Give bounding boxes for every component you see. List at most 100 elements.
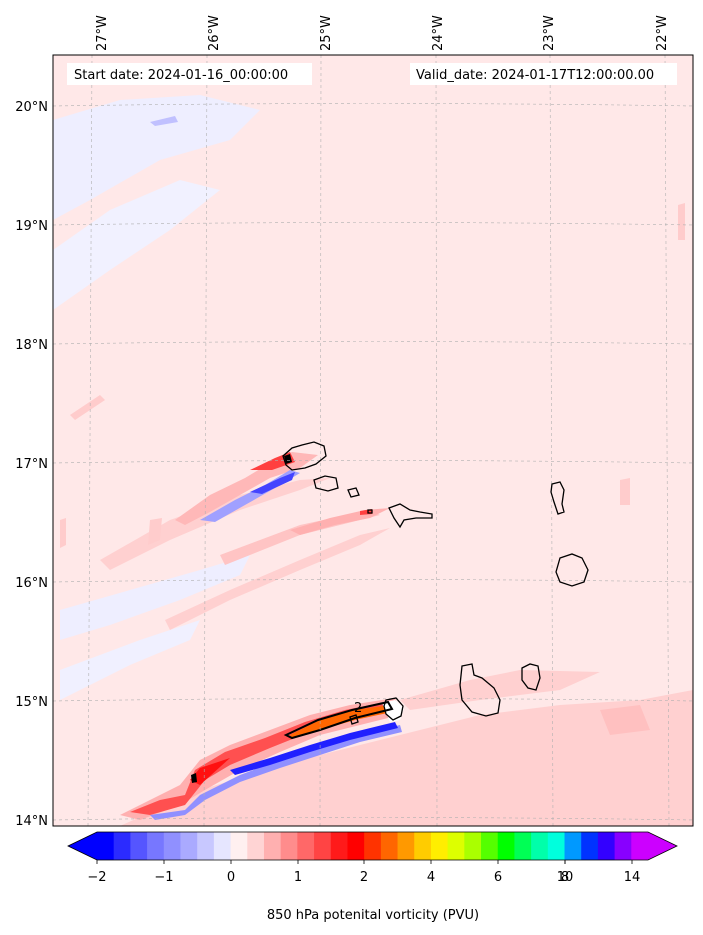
colorbar-swatch: [364, 832, 382, 860]
colorbar-tick-label: 10: [557, 870, 574, 885]
negative-pv-region: [53, 95, 260, 220]
colorbar-tick-label: 1: [294, 870, 302, 885]
colorbar-swatch: [581, 832, 599, 860]
colorbar-swatch: [547, 832, 566, 860]
lat-label: 16°N: [15, 576, 48, 591]
colorbar-swatch: [614, 832, 632, 860]
positive-pv-streak: [148, 518, 162, 545]
lat-label: 15°N: [15, 695, 48, 710]
colorbar-left-arrow: [68, 832, 97, 860]
wake-dark-core: [284, 454, 292, 464]
lon-label: 27°W: [95, 15, 110, 51]
colorbar-swatch: [447, 832, 465, 860]
positive-pv-streak: [70, 395, 105, 420]
start-date-box: [67, 63, 312, 85]
colorbar-swatch: [597, 832, 616, 860]
positive-pv-streak: [620, 478, 630, 505]
colorbar-swatch: [263, 832, 282, 860]
colorbar-tick-label: 4: [427, 870, 435, 885]
colorbar-swatch: [213, 832, 232, 860]
pv-background: [53, 55, 693, 826]
wake-dark-core: [191, 773, 197, 783]
colorbar-swatch: [230, 832, 248, 860]
island-maio: [521, 663, 541, 691]
colorbar-swatch: [414, 832, 432, 860]
latitude-labels: 20°N 19°N 18°N 17°N 16°N 15°N 14°N: [15, 100, 48, 829]
colorbar-swatch: [330, 832, 349, 860]
colorbar-swatch: [531, 832, 549, 860]
colorbar-swatch: [180, 832, 198, 860]
wake-blue-band: [250, 472, 295, 494]
colorbar-swatch: [97, 832, 115, 860]
colorbar-swatch: [497, 832, 516, 860]
positive-pv-region: [400, 670, 600, 710]
colorbar-tick-label: 14: [624, 870, 641, 885]
lat-label: 20°N: [15, 100, 48, 115]
colorbar-tick-label: 6: [494, 870, 502, 885]
colorbar-tick-label: 8: [561, 870, 569, 885]
colorbar-right-arrow: [648, 832, 677, 860]
colorbar-tick-label: −1: [154, 870, 173, 885]
negative-pv-region: [60, 555, 250, 640]
wake-red-band: [190, 758, 230, 785]
colorbar-swatch: [113, 832, 131, 860]
colorbar-swatch: [280, 832, 298, 860]
positive-pv-streak: [60, 518, 66, 548]
island-boa-vista: [555, 553, 589, 587]
positive-pv-region: [600, 705, 650, 735]
colorbar-swatch: [481, 832, 499, 860]
colorbar-swatch: [631, 832, 649, 860]
positive-pv-streak: [165, 528, 390, 630]
colorbar-swatch: [130, 832, 148, 860]
colorbar-swatch: [564, 832, 582, 860]
colorbar-swatch: [464, 832, 482, 860]
island-sao-nicolau: [388, 503, 433, 529]
colorbar-tick-label: 2: [360, 870, 368, 885]
pv-contour: [283, 700, 394, 740]
island-branco: [367, 509, 373, 514]
wake-red-band: [290, 508, 390, 535]
graticule: [53, 55, 693, 826]
colorbar-swatch: [430, 832, 449, 860]
valid-date-box: [410, 63, 677, 85]
island-santa-luzia: [347, 487, 360, 498]
colorbar-swatch: [163, 832, 182, 860]
colorbar-swatch: [347, 832, 365, 860]
island-santiago: [459, 663, 501, 717]
colorbar-swatch: [314, 832, 332, 860]
lon-label: 24°W: [431, 15, 446, 51]
negative-pv-region: [150, 116, 178, 126]
island-sao-vicente: [313, 475, 339, 492]
island-santo-antao: [282, 441, 327, 471]
lat-label: 18°N: [15, 338, 48, 353]
wake-red-band: [130, 702, 390, 815]
negative-pv-region: [53, 180, 220, 310]
negative-pv-region: [60, 620, 200, 700]
positive-pv-region: [120, 690, 693, 826]
lon-label: 26°W: [207, 15, 222, 51]
map-frame: [52, 54, 694, 827]
lon-label: 23°W: [542, 15, 557, 51]
map-area: 2: [53, 55, 693, 826]
positive-pv-streak: [678, 203, 685, 240]
colorbar-swatch: [397, 832, 415, 860]
island-fogo: [383, 697, 404, 721]
longitude-labels: 27°W 26°W 25°W 24°W 23°W 22°W: [95, 15, 670, 51]
wake-blue-band: [230, 722, 398, 775]
island-sal: [550, 481, 565, 515]
lon-label: 22°W: [655, 15, 670, 51]
start-date-text: Start date: 2024-01-16_00:00:00: [74, 68, 288, 83]
colorbar-tick-label: −2: [87, 870, 106, 885]
colorbar: −2 −1 0 1 2 4 6 810 14 850 hPa potenital vortici…: [67, 831, 678, 923]
valid-date-text: Valid_date: 2024-01-17T12:00:00.00: [416, 68, 654, 83]
colorbar-tick-label: 0: [227, 870, 235, 885]
colorbar-swatch: [297, 832, 315, 860]
lat-label: 17°N: [15, 457, 48, 472]
lat-label: 19°N: [15, 219, 48, 234]
wake-white-core: [382, 700, 404, 722]
lon-label: 25°W: [319, 15, 334, 51]
coastlines: [282, 441, 589, 725]
colorbar-swatch: [514, 832, 532, 860]
colorbar-swatches: [97, 832, 649, 860]
